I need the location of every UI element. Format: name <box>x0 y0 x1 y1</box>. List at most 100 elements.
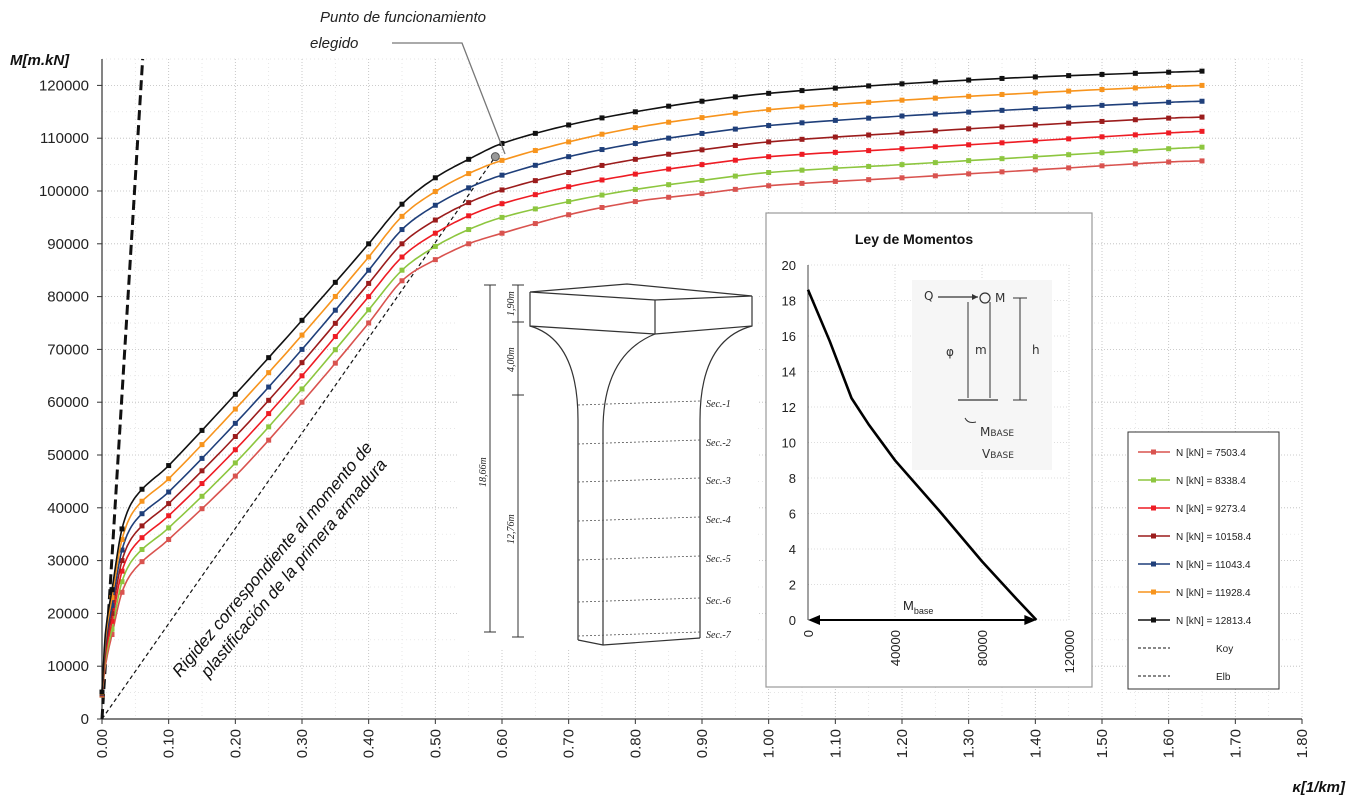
data-point <box>1166 115 1172 121</box>
stiffness-label-line2: plastificación de la primera armadura <box>196 455 390 682</box>
data-point <box>999 169 1005 175</box>
inset-y-tick-label: 14 <box>782 365 796 380</box>
data-point <box>1032 154 1038 160</box>
data-point <box>1099 163 1105 169</box>
data-point <box>266 370 272 376</box>
data-point <box>732 110 738 116</box>
data-point <box>1032 122 1038 128</box>
svg-text:MBASE: MBASE <box>980 425 1014 439</box>
data-point <box>399 254 405 260</box>
data-point <box>199 455 205 461</box>
data-point <box>1132 132 1138 138</box>
data-point <box>299 386 305 392</box>
y-tick-label: 30000 <box>47 553 89 570</box>
data-point <box>119 526 125 532</box>
data-point <box>139 498 145 504</box>
data-point <box>732 157 738 163</box>
inset-y-tick-label: 2 <box>789 578 796 593</box>
data-point <box>799 167 805 173</box>
y-tick-label: 0 <box>81 711 89 728</box>
data-point <box>766 170 772 176</box>
legend-label: N [kN] = 8338.4 <box>1176 476 1246 487</box>
legend-item: N [kN] = 10158.4 <box>1138 532 1252 543</box>
data-point <box>232 406 238 412</box>
data-point <box>999 156 1005 162</box>
y-tick-label: 110000 <box>40 130 89 147</box>
data-point <box>166 489 172 495</box>
x-tick-label: 1.30 <box>961 729 978 758</box>
data-point <box>632 186 638 192</box>
data-point <box>699 98 705 104</box>
x-tick-label: 1.60 <box>1161 729 1178 758</box>
data-point <box>299 317 305 323</box>
data-point <box>1066 104 1072 110</box>
pier-drawing-background <box>458 280 758 648</box>
data-point <box>766 107 772 113</box>
data-point <box>799 136 805 142</box>
data-point <box>432 217 438 223</box>
legend-frame <box>1127 431 1280 690</box>
pier-section-label: Sec.-7 <box>706 630 732 641</box>
data-point <box>832 85 838 91</box>
data-point <box>166 476 172 482</box>
data-point <box>399 213 405 219</box>
data-point <box>109 618 115 624</box>
data-point <box>1166 146 1172 152</box>
y-tick-label: 10000 <box>47 658 89 675</box>
data-point <box>399 278 405 284</box>
data-point <box>666 166 672 172</box>
data-point <box>366 267 372 273</box>
data-point <box>566 212 572 218</box>
legend-swatch-marker <box>1151 477 1156 483</box>
moment-law-inset: Ley de Momentos 0 2 4 6 8 10 12 14 16 18 20 0 40000… <box>765 212 1093 688</box>
series-6 <box>99 82 1205 696</box>
data-point <box>899 97 905 103</box>
data-point <box>499 172 505 178</box>
data-point <box>399 241 405 247</box>
data-point <box>139 511 145 517</box>
data-point <box>109 587 115 593</box>
data-point <box>532 130 538 136</box>
data-point <box>299 360 305 366</box>
data-point <box>266 397 272 403</box>
data-point <box>1032 167 1038 173</box>
data-point <box>1199 128 1205 134</box>
operating-point-marker <box>490 152 500 162</box>
x-tick-label: 0.80 <box>627 729 644 758</box>
data-point <box>1166 83 1172 89</box>
stiffness-label: Rigidez correspondiente al momento de pl… <box>169 438 391 682</box>
data-point <box>1099 71 1105 77</box>
data-point <box>999 75 1005 81</box>
x-tick-label: 1.80 <box>1294 729 1311 758</box>
data-point <box>866 99 872 105</box>
data-point <box>1032 90 1038 96</box>
series-3 <box>99 128 1205 697</box>
data-point <box>632 171 638 177</box>
data-point <box>366 307 372 313</box>
x-tick-label: 0.30 <box>294 729 311 758</box>
data-point <box>766 139 772 145</box>
pier-section-label: Sec.-4 <box>706 515 731 526</box>
inset-y-tick-label: 0 <box>789 613 796 628</box>
inset-arrow-left-head <box>808 615 820 625</box>
x-tick-label: 1.70 <box>1227 729 1244 758</box>
data-point <box>699 162 705 168</box>
data-point <box>832 178 838 184</box>
data-point <box>699 177 705 183</box>
y-tick-label: 70000 <box>47 341 89 358</box>
data-point <box>1199 114 1205 120</box>
legend-item: Elb <box>1138 672 1231 683</box>
data-point <box>466 241 472 247</box>
data-point <box>1199 158 1205 164</box>
data-point <box>566 122 572 128</box>
data-point <box>119 568 125 574</box>
data-point <box>139 546 145 552</box>
legend-swatch-marker <box>1151 589 1156 595</box>
data-point <box>666 135 672 141</box>
data-point <box>1032 138 1038 144</box>
x-tick-label: 0.00 <box>94 729 111 758</box>
svg-text:h: h <box>1032 343 1040 357</box>
data-point <box>732 186 738 192</box>
data-point <box>966 109 972 115</box>
